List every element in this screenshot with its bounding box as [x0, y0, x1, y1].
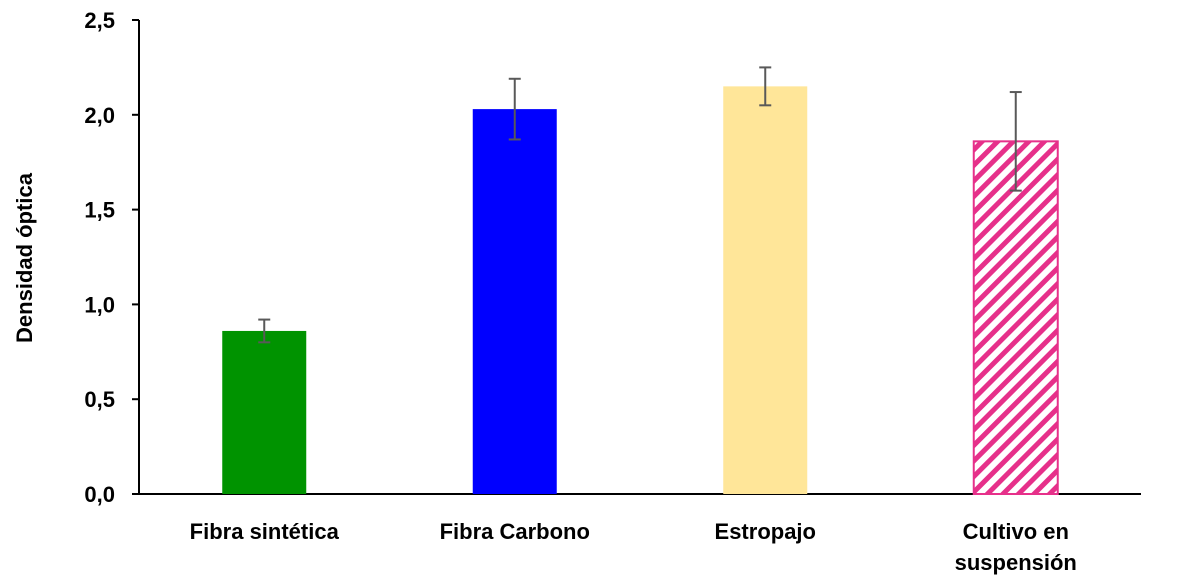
bars [222, 86, 1059, 495]
error-bars [258, 66, 1022, 344]
y-tick-label: 1,5 [84, 198, 115, 223]
x-category-label: Estropajo [715, 519, 816, 544]
x-category-labels: Fibra sintética Fibra Carbono Estropajo Cul… [190, 519, 1077, 575]
error-bar [508, 77, 521, 141]
bar [723, 86, 808, 495]
error-bar [258, 318, 271, 344]
y-tick-labels: 0,0 0,5 1,0 1,5 2,0 2,5 [84, 8, 115, 507]
x-category-label: Cultivo en suspensión [955, 519, 1077, 575]
error-bar [1009, 91, 1022, 192]
x-category-label: Fibra Carbono [440, 519, 590, 544]
y-axis-title: Densidad óptica [12, 172, 37, 343]
y-tick-label: 1,0 [84, 292, 115, 317]
y-tick-label: 0,0 [84, 482, 115, 507]
bar [472, 109, 557, 494]
bar [222, 330, 307, 494]
bar [972, 140, 1059, 495]
x-category-label: Fibra sintética [190, 519, 340, 544]
y-tick-label: 2,0 [84, 103, 115, 128]
y-tick-label: 0,5 [84, 387, 115, 412]
error-bar [759, 66, 772, 107]
y-tick-label: 2,5 [84, 8, 115, 33]
